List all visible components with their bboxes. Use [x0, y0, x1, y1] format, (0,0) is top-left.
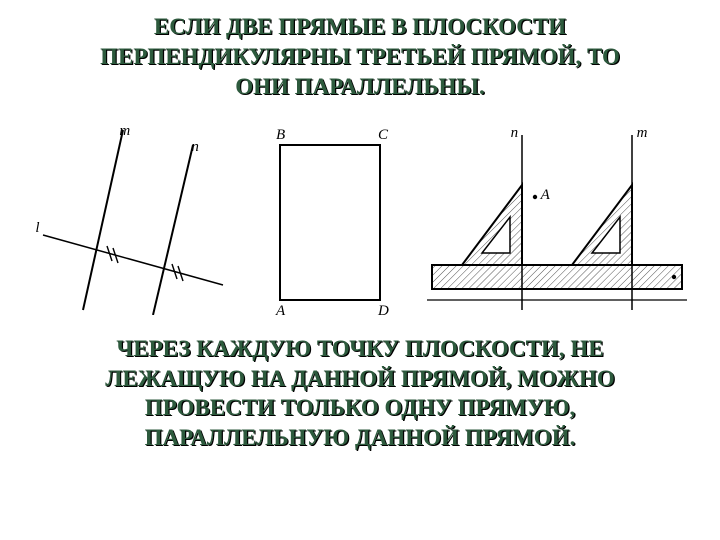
diagram2-svg [260, 125, 400, 315]
heading-line: ЧЕРЕЗ КАЖДУЮ ТОЧКУ ПЛОСКОСТИ, НЕ [116, 336, 603, 361]
label-m: m [119, 123, 130, 140]
label-D: D [378, 303, 389, 320]
heading-line: ПРОВЕСТИ ТОЛЬКО ОДНУ ПРЯМУЮ, [145, 395, 576, 420]
theorem-heading-bottom: ЧЕРЕЗ КАЖДУЮ ТОЧКУ ПЛОСКОСТИ, НЕ ЛЕЖАЩУЮ… [0, 330, 720, 462]
ruler [432, 265, 682, 289]
label-m: m [637, 125, 648, 142]
label-n: n [191, 139, 199, 156]
diagram3-svg [427, 125, 687, 315]
diagram-perpendicular-lines: m n l [33, 125, 233, 315]
point-A [532, 194, 536, 198]
label-B: B [276, 127, 285, 144]
heading-line: ЕСЛИ ДВЕ ПРЯМЫЕ В ПЛОСКОСТИ [154, 14, 566, 39]
diagram-rectangle: B C A D [260, 125, 400, 315]
theorem-heading-top: ЕСЛИ ДВЕ ПРЯМЫЕ В ПЛОСКОСТИ ПЕРПЕНДИКУЛЯ… [0, 0, 720, 110]
diagram-row: m n l B C A D [0, 110, 720, 330]
line-n [153, 145, 193, 315]
label-l: l [35, 220, 39, 237]
heading-line: ЛЕЖАЩУЮ НА ДАННОЙ ПРЯМОЙ, МОЖНО [105, 366, 615, 391]
heading-line: ПАРАЛЛЕЛЬНУЮ ДАННОЙ ПРЯМОЙ. [145, 425, 576, 450]
rect-abcd [280, 145, 380, 300]
label-n: n [511, 125, 519, 142]
heading-line: ОНИ ПАРАЛЛЕЛЬНЫ. [235, 74, 485, 99]
ruler-dot [671, 274, 675, 278]
diagram-setsquares: n m A [427, 125, 687, 315]
diagram1-svg [33, 125, 233, 315]
line-l [43, 235, 223, 285]
line-m [83, 130, 123, 310]
label-A: A [276, 303, 285, 320]
label-C: C [378, 127, 388, 144]
heading-line: ПЕРПЕНДИКУЛЯРНЫ ТРЕТЬЕЙ ПРЯМОЙ, ТО [100, 44, 620, 69]
label-A: A [541, 187, 550, 204]
